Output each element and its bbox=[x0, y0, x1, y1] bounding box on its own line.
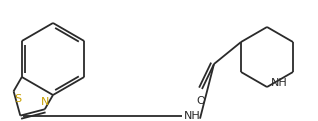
Text: NH: NH bbox=[271, 79, 288, 88]
Text: O: O bbox=[197, 96, 205, 106]
Text: NH: NH bbox=[183, 111, 200, 121]
Text: N: N bbox=[41, 97, 49, 107]
Text: S: S bbox=[15, 94, 22, 104]
